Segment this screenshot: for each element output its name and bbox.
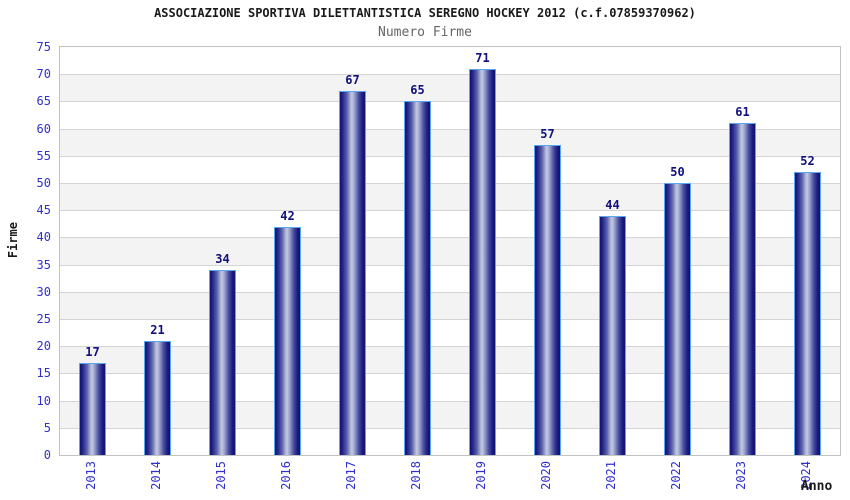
x-tick-label: 2015 [214,461,232,500]
bar-2018 [404,101,431,455]
y-tick-label: 45 [36,203,51,218]
y-tick-label: 55 [36,148,51,163]
gridline [60,346,840,348]
plot-band [60,264,840,292]
gridline [60,319,840,320]
x-tick-label: 2018 [409,461,427,500]
y-tick-label: 15 [36,366,51,381]
y-tick-label: 50 [36,176,51,190]
y-tick-label: 35 [36,257,51,272]
bar-2022 [664,183,691,455]
x-tick-label-text: 2018 [408,461,423,490]
plot-band [60,400,840,428]
x-tick-label: 2020 [539,461,557,500]
plot-band [60,373,840,401]
gridline [60,237,840,239]
gridline [60,210,840,212]
bar-2020 [534,144,561,455]
plot-band [60,155,840,183]
y-tick-label: 20 [36,339,51,354]
y-tick-label: 65 [36,94,51,109]
x-tick-label-text: 2019 [473,461,488,490]
y-tick-label: 5 [43,420,51,435]
gridline [60,128,840,130]
x-tick-label: 2014 [149,461,167,500]
gridline [60,101,840,103]
gridline [60,291,840,293]
bar-value-label: 44 [605,197,620,212]
plot-band [60,237,840,265]
plot-band [60,128,840,156]
x-tick-label: 2019 [474,461,492,500]
bar-value-label: 17 [85,344,100,359]
plot-band [60,319,840,347]
bar-2023 [729,123,756,455]
gridline [60,74,840,76]
plot-band [60,74,840,102]
x-tick-label: 2016 [279,461,297,500]
chart-title: ASSOCIAZIONE SPORTIVA DILETTANTISTICA SE… [154,6,696,20]
plot-band [60,183,840,211]
x-tick-label: 2023 [734,461,752,500]
y-tick-label: 10 [36,393,51,408]
gridline [60,427,840,429]
y-tick-label: 75 [36,40,51,54]
x-tick-label: 2017 [344,461,362,500]
x-tick-label-text: 2021 [603,461,618,490]
gridline [60,264,840,266]
x-tick-label-text: 2016 [278,461,293,490]
y-tick-label: 0 [43,448,51,462]
plot-band [60,210,840,238]
x-tick-label: 2013 [84,461,102,500]
gridline [60,373,840,375]
y-tick-label: 70 [36,67,51,82]
x-tick-label-text: 2014 [148,461,163,490]
y-tick-label: 40 [36,230,51,245]
bar-value-label: 57 [540,126,555,141]
bar-2024 [794,172,821,455]
gridline [60,400,840,402]
x-tick-label-text: 2022 [668,461,683,490]
x-tick-label: 2021 [604,461,622,500]
plot-band [60,47,840,75]
plot-band [60,291,840,319]
plot-band [60,427,840,455]
bar-value-label: 71 [475,50,490,65]
bar-value-label: 61 [735,105,750,120]
x-tick-label-text: 2023 [733,461,748,490]
bar-value-label: 34 [215,252,230,267]
bar-2014 [144,340,171,455]
bar-value-label: 21 [150,322,165,337]
bar-2019 [469,68,496,455]
bar-value-label: 42 [280,208,295,223]
bar-2017 [339,90,366,455]
chart-subtitle: Numero Firme [378,25,472,40]
bar-2021 [599,215,626,455]
bar-2015 [209,270,236,455]
plot-band [60,346,840,374]
gridline [60,155,840,157]
bar-2016 [274,226,301,455]
bar-value-label: 50 [670,165,685,179]
x-axis-title: Anno [801,479,833,494]
bar-2013 [79,362,106,455]
x-tick-label-text: 2017 [343,461,358,490]
bar-value-label: 52 [800,154,815,169]
bar-value-label: 65 [410,83,425,98]
y-tick-label: 60 [36,121,51,136]
plot-area: 17 21 34 42 67 65 71 57 44 50 61 52 [59,46,841,456]
x-tick-label-text: 2015 [213,461,228,490]
plot-band [60,101,840,129]
x-tick-label-text: 2013 [83,461,98,490]
x-tick-label: 2022 [669,461,687,500]
gridline [60,183,840,184]
x-tick-label-text: 2020 [538,461,553,490]
y-tick-label: 25 [36,312,51,326]
bar-value-label: 67 [345,72,360,87]
y-tick-label: 30 [36,284,51,299]
